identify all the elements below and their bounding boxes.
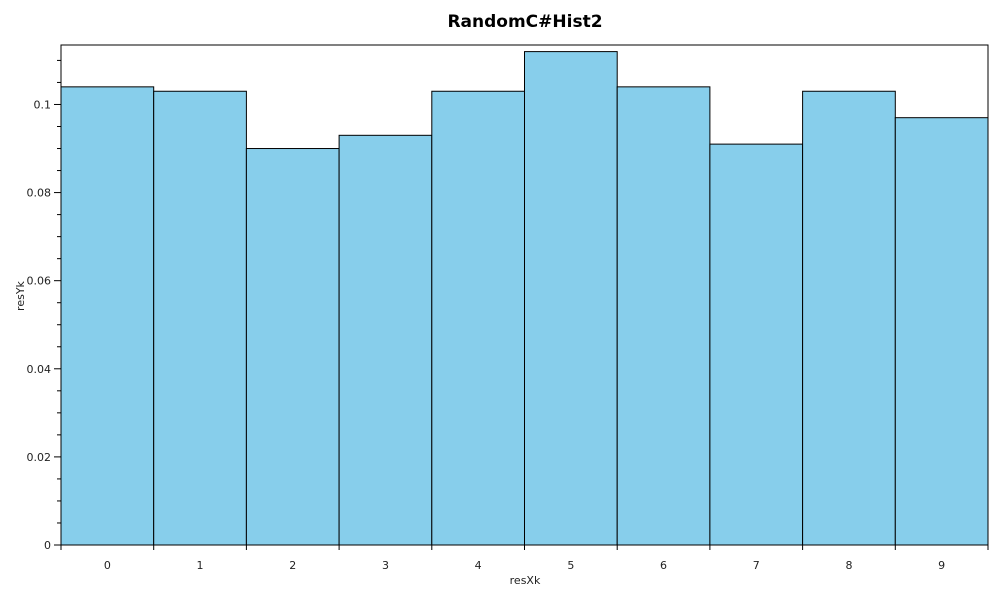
histogram-bar-5 xyxy=(524,51,618,546)
bars-group xyxy=(60,51,989,546)
x-tick-label: 3 xyxy=(382,559,389,572)
y-tick-label: 0.04 xyxy=(27,363,52,376)
histogram-bar-3 xyxy=(338,134,433,546)
chart-title: RandomC#Hist2 xyxy=(447,12,602,32)
histogram-bar-2 xyxy=(245,148,340,546)
x-tick-label: 6 xyxy=(660,559,667,572)
y-tick-label: 0.02 xyxy=(27,451,52,464)
histogram-bar-0 xyxy=(60,86,155,546)
y-tick-label: 0.1 xyxy=(34,98,52,111)
histogram-bar-4 xyxy=(431,90,525,546)
histogram-bar-1 xyxy=(153,90,247,546)
histogram-bar-8 xyxy=(802,90,896,546)
y-tick-label: 0.06 xyxy=(27,275,52,288)
x-tick-label: 1 xyxy=(197,559,204,572)
x-tick-label: 4 xyxy=(475,559,482,572)
x-tick-label: 0 xyxy=(104,559,111,572)
y-tick-label: 0.08 xyxy=(27,187,52,200)
histogram-bar-6 xyxy=(616,86,711,546)
x-tick-label: 9 xyxy=(938,559,945,572)
y-axis-label: resYk xyxy=(14,280,27,310)
histogram-bar-7 xyxy=(709,143,804,546)
y-tick-label: 0 xyxy=(44,539,51,552)
x-axis-label: resXk xyxy=(510,574,541,587)
x-tick-label: 2 xyxy=(289,559,296,572)
y-axis: 0 0.02 0.04 0.06 0.08 0.1 xyxy=(27,59,61,552)
histogram-bar-9 xyxy=(894,117,989,546)
x-tick-label: 5 xyxy=(567,559,574,572)
x-tick-label: 8 xyxy=(845,559,852,572)
x-tick-label: 7 xyxy=(753,559,760,572)
x-axis: 0 1 2 3 4 5 6 7 8 9 xyxy=(60,545,989,572)
